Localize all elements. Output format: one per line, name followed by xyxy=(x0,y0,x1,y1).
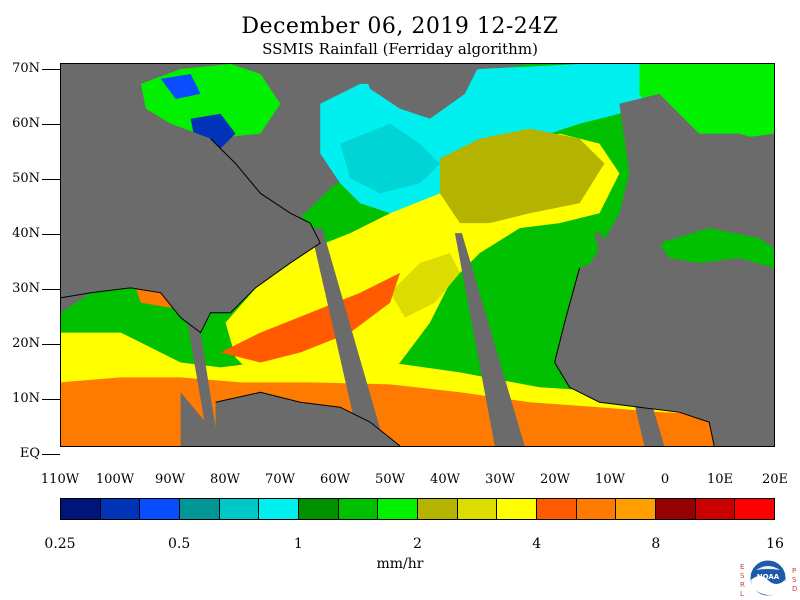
longitude-label: 20E xyxy=(761,472,789,487)
swath-gap xyxy=(594,233,665,446)
mediterranean-green xyxy=(659,228,774,268)
noaa-emblem-icon: NOAA xyxy=(750,560,786,596)
colorbar-cell xyxy=(695,499,736,519)
teal-band xyxy=(340,123,440,194)
colorbar-cell xyxy=(100,499,141,519)
latitude-label: EQ xyxy=(19,446,40,461)
colorbar xyxy=(60,498,775,520)
colorbar-tick-label: 16 xyxy=(766,536,784,552)
map-subtitle: SSMIS Rainfall (Ferriday algorithm) xyxy=(262,40,538,58)
colorbar-cell xyxy=(338,499,379,519)
coastline xyxy=(61,138,321,334)
logo-letter: P xyxy=(792,567,797,575)
longitude-label: 50W xyxy=(375,472,405,487)
olive-band xyxy=(439,128,605,224)
colorbar-cell xyxy=(219,499,260,519)
latitude-tick xyxy=(42,454,60,455)
coastline xyxy=(215,391,401,446)
colorbar-cell xyxy=(616,499,657,519)
colorbar-tick-label: 4 xyxy=(532,536,542,552)
longitude-label: 40W xyxy=(430,472,460,487)
colorbar-cell xyxy=(457,499,498,519)
rainfall-map xyxy=(60,63,775,447)
longitude-label: 10W xyxy=(595,472,625,487)
colorbar-tick-label: 1 xyxy=(293,536,303,552)
latitude-label: 50N xyxy=(12,171,40,186)
latitude-tick xyxy=(42,399,60,400)
longitude-label: 30W xyxy=(485,472,515,487)
colorbar-cell xyxy=(259,499,300,519)
greenland-land xyxy=(360,64,480,119)
latitude-label: 10N xyxy=(12,391,40,406)
logo-letter: R xyxy=(740,581,745,589)
logo-letter: E xyxy=(740,563,745,571)
latitude-label: 20N xyxy=(12,336,40,351)
logo-letter: S xyxy=(740,572,745,580)
latitude-tick xyxy=(42,124,60,125)
colorbar-cell xyxy=(537,499,577,519)
colorbar-cell xyxy=(497,499,538,519)
swath-gap xyxy=(310,228,386,446)
colorbar-cell xyxy=(735,499,775,519)
longitude-label: 100W xyxy=(95,472,135,487)
coastline xyxy=(554,267,715,446)
latitude-label: 40N xyxy=(12,226,40,241)
latitude-tick xyxy=(42,344,60,345)
swath-gap xyxy=(180,282,219,446)
colorbar-cell xyxy=(656,499,696,519)
latitude-tick xyxy=(42,234,60,235)
longitude-label: 110W xyxy=(40,472,80,487)
colorbar-tick-label: 0.5 xyxy=(168,536,191,552)
colorbar-cell xyxy=(576,499,617,519)
colorbar-tick-label: 2 xyxy=(413,536,422,552)
latitude-tick xyxy=(42,289,60,290)
canada-blue-2 xyxy=(160,73,201,99)
latitude-tick xyxy=(42,179,60,180)
logo-center-text: NOAA xyxy=(757,573,780,581)
rainfall-field xyxy=(61,64,774,446)
longitude-label: 60W xyxy=(320,472,350,487)
colorbar-cell xyxy=(418,499,458,519)
longitude-label: 80W xyxy=(210,472,240,487)
logo-letter: L xyxy=(740,590,744,598)
longitude-label: 10E xyxy=(706,472,734,487)
swath-gap xyxy=(454,233,525,446)
map-title: December 06, 2019 12-24Z xyxy=(241,14,559,39)
colorbar-cell xyxy=(378,499,419,519)
colorbar-tick-label: 8 xyxy=(651,536,661,552)
latitude-tick xyxy=(42,69,60,70)
longitude-label: 70W xyxy=(265,472,295,487)
north-america-land xyxy=(61,64,321,333)
colorbar-cell xyxy=(180,499,220,519)
latitude-label: 30N xyxy=(12,281,40,296)
caribbean-orange xyxy=(220,272,401,363)
longitude-label: 0 xyxy=(660,472,670,487)
olive-streak xyxy=(390,253,460,318)
logo-letter: S xyxy=(792,576,797,584)
iberia-land xyxy=(619,213,665,249)
longitude-label: 20W xyxy=(540,472,570,487)
uk-land xyxy=(634,133,660,174)
logo-letter: D xyxy=(792,585,798,593)
colorbar-cell xyxy=(61,499,101,519)
colorbar-cell xyxy=(140,499,181,519)
longitude-label: 90W xyxy=(155,472,185,487)
south-america-land xyxy=(215,392,401,446)
colorbar-tick-label: 0.25 xyxy=(44,536,76,552)
africa-land xyxy=(554,253,774,446)
colorbar-units: mm/hr xyxy=(376,556,424,572)
latitude-label: 60N xyxy=(12,116,40,131)
latitude-label: 70N xyxy=(12,61,40,76)
colorbar-cell xyxy=(299,499,339,519)
